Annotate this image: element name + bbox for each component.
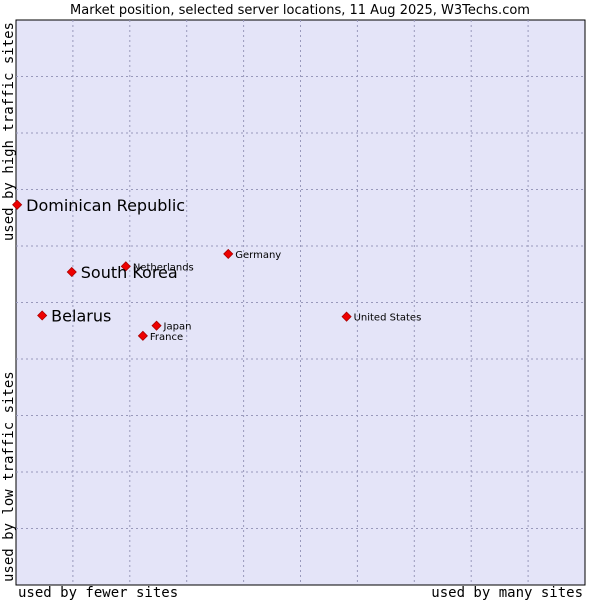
point-label-germany: Germany	[235, 250, 281, 261]
point-label-belarus: Belarus	[51, 306, 111, 325]
x-axis-label-right: used by many sites	[431, 585, 583, 600]
data-points	[12, 199, 352, 341]
data-point-germany	[223, 248, 234, 259]
point-label-france: France	[150, 332, 183, 343]
chart-title: Market position, selected server locatio…	[70, 3, 530, 18]
point-labels: Dominican Republic South Korea Belarus Neth…	[26, 196, 421, 343]
y-axis-label-top: used by high traffic sites	[1, 22, 17, 241]
point-label-south-korea: South Korea	[81, 263, 178, 282]
point-label-japan: Japan	[163, 322, 192, 333]
x-axis-label-left: used by fewer sites	[18, 585, 178, 600]
point-label-dominican-republic: Dominican Republic	[26, 196, 185, 215]
grid-lines	[16, 20, 585, 585]
data-point-netherlands	[120, 261, 131, 272]
point-label-united-states: United States	[354, 313, 422, 324]
data-point-belarus	[37, 310, 48, 321]
data-point-dominican-republic	[12, 199, 23, 210]
point-label-netherlands: Netherlands	[133, 262, 194, 273]
y-axis-label-bottom: used by low traffic sites	[1, 371, 17, 582]
data-point-united-states	[341, 311, 352, 322]
data-point-france	[137, 330, 148, 341]
data-point-south-korea	[66, 266, 77, 278]
data-point-japan	[151, 320, 162, 331]
